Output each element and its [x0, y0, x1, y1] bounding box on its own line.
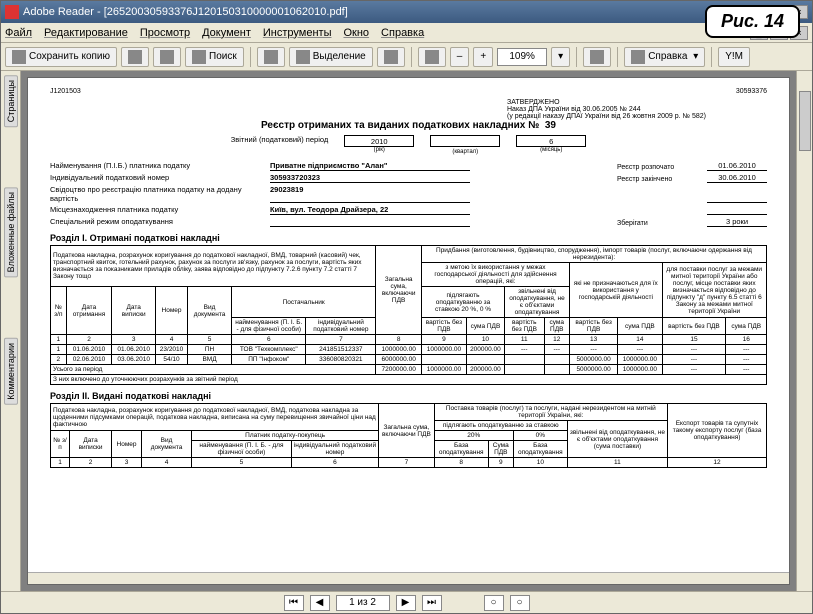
figure-label: Рис. 14	[705, 5, 800, 38]
approved-block: ЗАТВЕРДЖЕНО Наказ ДПА України від 30.06.…	[507, 99, 767, 120]
help-icon	[631, 50, 645, 64]
adobe-icon	[5, 5, 19, 19]
zoom-in-button[interactable]	[418, 47, 446, 67]
code-right: 30593376	[736, 88, 767, 95]
tab-pages[interactable]: Страницы	[4, 75, 18, 127]
ibeam-icon	[296, 50, 310, 64]
menu-document[interactable]: Документ	[202, 27, 251, 39]
titlebar: Adobe Reader - [26520030593376J120150310…	[1, 1, 812, 23]
first-page-button[interactable]: ⏮	[284, 595, 304, 611]
zoom-value[interactable]: 109%	[497, 48, 547, 66]
rotate-icon	[590, 50, 604, 64]
save-copy-button[interactable]: Сохранить копию	[5, 47, 117, 67]
menu-help[interactable]: Справка	[381, 27, 424, 39]
zoom-plus-button[interactable]: +	[473, 47, 493, 67]
printer-icon	[128, 50, 142, 64]
zoom-in-status[interactable]: ○	[510, 595, 530, 611]
section2-title: Розділ II. Видані податкові накладні	[50, 391, 767, 401]
menu-window[interactable]: Окно	[343, 27, 369, 39]
pdf-page: J1201503 30593376 ЗАТВЕРДЖЕНО Наказ ДПА …	[27, 77, 790, 585]
table-row: 101.06.201001.06.201023/2010ПНТОВ "Техко…	[51, 345, 767, 355]
rotate-button[interactable]	[583, 47, 611, 67]
last-page-button[interactable]: ⏭	[422, 595, 442, 611]
taxpayer-info: Найменування (П.І.Б.) платника податкуПр…	[50, 161, 767, 227]
section1-title: Розділ I. Отримані податкові накладні	[50, 233, 767, 243]
zoom-out-status[interactable]: ○	[484, 595, 504, 611]
menubar: Файл Редактирование Просмотр Документ Ин…	[1, 23, 812, 43]
email-button[interactable]	[153, 47, 181, 67]
print-button[interactable]	[121, 47, 149, 67]
page-indicator[interactable]: 1 из 2	[336, 595, 390, 611]
window-title: Adobe Reader - [26520030593376J120150310…	[23, 6, 750, 18]
disk-icon	[12, 50, 26, 64]
prev-page-button[interactable]: ◀	[310, 595, 330, 611]
help-button[interactable]: Справка ▾	[624, 47, 705, 67]
document-area: J1201503 30593376 ЗАТВЕРДЖЕНО Наказ ДПА …	[21, 71, 796, 591]
next-page-button[interactable]: ▶	[396, 595, 416, 611]
h-scrollbar[interactable]	[28, 572, 789, 584]
side-panel: Страницы Вложенные файлы Комментарии	[1, 71, 21, 591]
search-button[interactable]: Поиск	[185, 47, 244, 67]
camera-icon	[384, 50, 398, 64]
search-icon	[192, 50, 206, 64]
zoom-out-button[interactable]: –	[450, 47, 470, 67]
menu-tools[interactable]: Инструменты	[263, 27, 332, 39]
select-tool-button[interactable]: Выделение	[289, 47, 373, 67]
ym-button[interactable]: Y!M	[718, 47, 750, 67]
v-scrollbar[interactable]	[796, 71, 812, 591]
tab-comments[interactable]: Комментарии	[4, 338, 18, 405]
received-invoices-table: Податкова накладна, розрахунок коригуван…	[50, 245, 767, 385]
menu-file[interactable]: Файл	[5, 27, 32, 39]
hand-icon	[264, 50, 278, 64]
registry-title: Реєстр отриманих та виданих податкових н…	[50, 120, 767, 131]
period-row: Звітний (податковий) період 2010(рік) (к…	[50, 135, 767, 155]
table-row: 202.06.201003.06.201054/10ВМДПП "Інфоком…	[51, 355, 767, 365]
code-left: J1201503	[50, 88, 81, 95]
snapshot-button[interactable]	[377, 47, 405, 67]
statusbar: ⏮ ◀ 1 из 2 ▶ ⏭ ○ ○	[1, 591, 812, 613]
menu-edit[interactable]: Редактирование	[44, 27, 128, 39]
mail-icon	[160, 50, 174, 64]
tab-attachments[interactable]: Вложенные файлы	[4, 187, 18, 277]
menu-view[interactable]: Просмотр	[140, 27, 190, 39]
toolbar: Сохранить копию Поиск Выделение – + 109%…	[1, 43, 812, 71]
zoomin-icon	[425, 50, 439, 64]
zoom-dropdown[interactable]: ▾	[551, 47, 570, 67]
issued-invoices-table: Податкова накладна, розрахунок коригуван…	[50, 403, 767, 468]
hand-tool-button[interactable]	[257, 47, 285, 67]
scroll-thumb[interactable]	[799, 91, 811, 151]
